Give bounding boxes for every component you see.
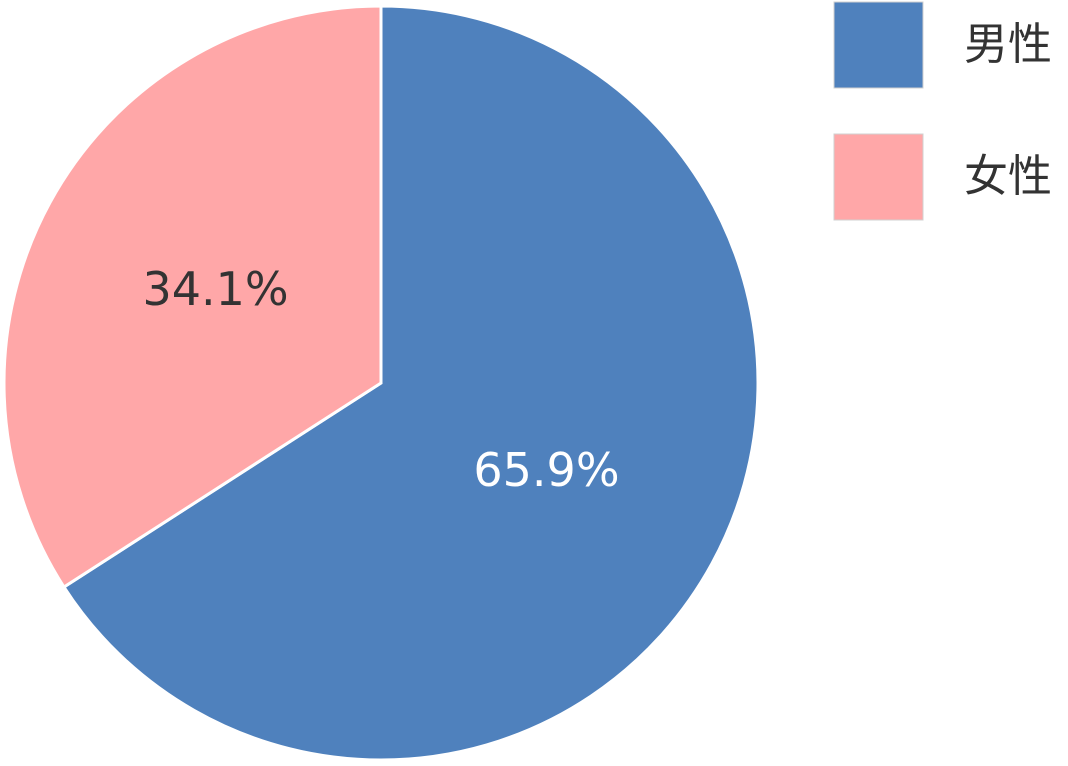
pie-slice	[2, 4, 383, 590]
data-label: 34.1%	[142, 262, 288, 316]
pie-slice	[61, 4, 760, 762]
legend-swatch	[833, 133, 924, 221]
legend-label: 女性	[964, 151, 1052, 202]
data-label: 65.9%	[473, 443, 619, 497]
legend-label: 男性	[964, 19, 1052, 70]
legend-swatch	[833, 1, 924, 89]
